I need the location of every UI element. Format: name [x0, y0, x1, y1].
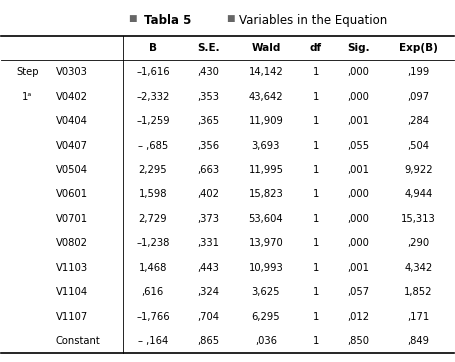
- Text: ,849: ,849: [408, 336, 430, 346]
- Text: ,000: ,000: [348, 239, 369, 248]
- Text: ,000: ,000: [348, 189, 369, 199]
- Text: ,055: ,055: [348, 140, 370, 151]
- Text: ,000: ,000: [348, 67, 369, 77]
- Text: 9,922: 9,922: [404, 165, 433, 175]
- Text: 1: 1: [313, 67, 319, 77]
- Text: 11,909: 11,909: [248, 116, 283, 126]
- Text: 1: 1: [313, 116, 319, 126]
- Text: 4,944: 4,944: [404, 189, 433, 199]
- Text: 13,970: 13,970: [248, 239, 283, 248]
- Text: 15,313: 15,313: [401, 214, 436, 224]
- Text: 1: 1: [313, 214, 319, 224]
- Text: ,057: ,057: [348, 287, 370, 297]
- Text: Constant: Constant: [56, 336, 101, 346]
- Text: 15,823: 15,823: [248, 189, 283, 199]
- Text: ,036: ,036: [255, 336, 277, 346]
- Text: ,012: ,012: [348, 312, 370, 322]
- Text: 1,852: 1,852: [404, 287, 433, 297]
- Text: B: B: [149, 43, 157, 53]
- Text: ,000: ,000: [348, 214, 369, 224]
- Text: ,171: ,171: [407, 312, 430, 322]
- Text: ,353: ,353: [197, 92, 219, 102]
- Text: ,001: ,001: [348, 165, 369, 175]
- Text: 4,342: 4,342: [404, 263, 433, 273]
- Text: V1103: V1103: [56, 263, 88, 273]
- Text: 6,295: 6,295: [252, 312, 280, 322]
- Text: V0404: V0404: [56, 116, 87, 126]
- Text: 1,598: 1,598: [139, 189, 167, 199]
- Text: 1: 1: [313, 189, 319, 199]
- Text: ,850: ,850: [348, 336, 369, 346]
- Text: ,373: ,373: [197, 214, 219, 224]
- Text: 1: 1: [313, 312, 319, 322]
- Text: 43,642: 43,642: [248, 92, 283, 102]
- Text: –1,259: –1,259: [136, 116, 170, 126]
- Text: 14,142: 14,142: [248, 67, 283, 77]
- Text: 1: 1: [313, 287, 319, 297]
- Text: 53,604: 53,604: [248, 214, 283, 224]
- Text: 1: 1: [313, 263, 319, 273]
- Text: 2,295: 2,295: [139, 165, 167, 175]
- Text: 3,625: 3,625: [252, 287, 280, 297]
- Text: 11,995: 11,995: [248, 165, 283, 175]
- Text: –1,238: –1,238: [136, 239, 170, 248]
- Text: 1: 1: [313, 336, 319, 346]
- Text: S.E.: S.E.: [197, 43, 220, 53]
- Text: ■: ■: [226, 14, 235, 23]
- Text: ,402: ,402: [197, 189, 219, 199]
- Text: ,704: ,704: [197, 312, 219, 322]
- Text: Tabla 5: Tabla 5: [144, 14, 191, 27]
- Text: – ,164: – ,164: [138, 336, 168, 346]
- Text: 1: 1: [313, 165, 319, 175]
- Text: ,000: ,000: [348, 92, 369, 102]
- Text: Wald: Wald: [251, 43, 281, 53]
- Text: 1: 1: [313, 239, 319, 248]
- Text: Variables in the Equation: Variables in the Equation: [239, 14, 387, 27]
- Text: 1: 1: [313, 140, 319, 151]
- Text: V0402: V0402: [56, 92, 88, 102]
- Text: ,356: ,356: [197, 140, 219, 151]
- Text: ,097: ,097: [408, 92, 430, 102]
- Text: 3,693: 3,693: [252, 140, 280, 151]
- Text: ,284: ,284: [408, 116, 430, 126]
- Text: 10,993: 10,993: [248, 263, 283, 273]
- Text: V0407: V0407: [56, 140, 88, 151]
- Text: ,443: ,443: [197, 263, 219, 273]
- Text: ,199: ,199: [407, 67, 430, 77]
- Text: 1ᵃ: 1ᵃ: [22, 92, 33, 102]
- Text: – ,685: – ,685: [138, 140, 168, 151]
- Text: ,616: ,616: [142, 287, 164, 297]
- Text: ,865: ,865: [197, 336, 219, 346]
- Text: –1,616: –1,616: [136, 67, 170, 77]
- Text: V1107: V1107: [56, 312, 88, 322]
- Text: V0601: V0601: [56, 189, 88, 199]
- Text: V0504: V0504: [56, 165, 88, 175]
- Text: df: df: [309, 43, 322, 53]
- Text: Exp(B): Exp(B): [399, 43, 438, 53]
- Text: ,001: ,001: [348, 116, 369, 126]
- Text: ,663: ,663: [197, 165, 219, 175]
- Text: ,324: ,324: [197, 287, 219, 297]
- Text: ,365: ,365: [197, 116, 219, 126]
- Text: V0701: V0701: [56, 214, 88, 224]
- Text: ,504: ,504: [408, 140, 430, 151]
- Text: ,001: ,001: [348, 263, 369, 273]
- Text: ■: ■: [128, 14, 136, 23]
- Text: Step: Step: [16, 67, 39, 77]
- Text: V0802: V0802: [56, 239, 88, 248]
- Text: ,331: ,331: [197, 239, 219, 248]
- Text: 1,468: 1,468: [139, 263, 167, 273]
- Text: –2,332: –2,332: [136, 92, 170, 102]
- Text: V0303: V0303: [56, 67, 87, 77]
- Text: Sig.: Sig.: [347, 43, 370, 53]
- Text: V1104: V1104: [56, 287, 88, 297]
- Text: ,430: ,430: [197, 67, 219, 77]
- Text: ,290: ,290: [408, 239, 430, 248]
- Text: –1,766: –1,766: [136, 312, 170, 322]
- Text: 2,729: 2,729: [139, 214, 167, 224]
- Text: 1: 1: [313, 92, 319, 102]
